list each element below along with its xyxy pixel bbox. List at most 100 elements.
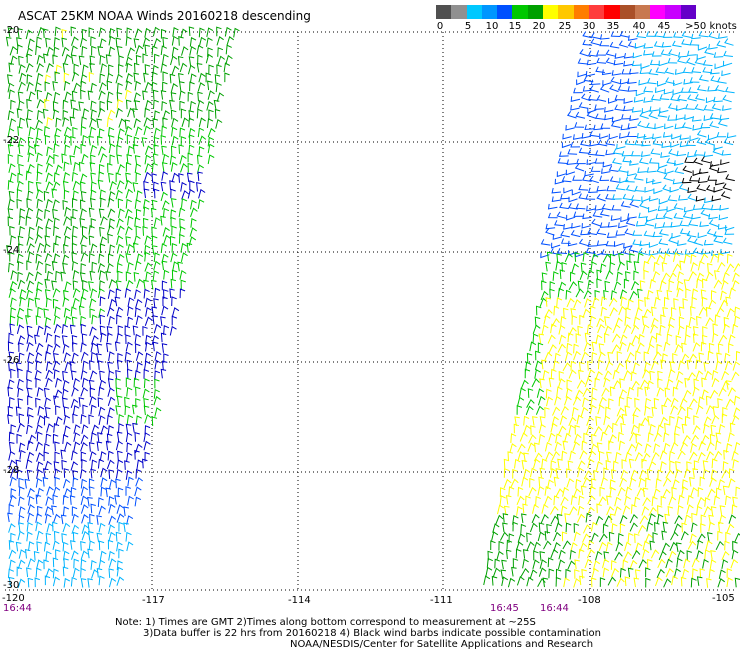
wind-barb (143, 368, 150, 379)
wind-barb (135, 351, 144, 361)
wind-barb (591, 341, 598, 352)
wind-barb (186, 172, 193, 183)
wind-barb (666, 289, 673, 300)
wind-barb (520, 523, 527, 534)
wind-barb (627, 567, 634, 578)
wind-barb (178, 72, 184, 83)
wind-barb (619, 289, 628, 299)
wind-barb (124, 288, 132, 298)
wind-barb (215, 119, 223, 129)
wind-barb (642, 497, 651, 507)
wind-barb (55, 270, 61, 281)
legend-swatch (527, 5, 544, 19)
wind-barb (71, 71, 80, 82)
wind-barb (27, 512, 35, 523)
wind-barb (644, 219, 655, 227)
wind-barb (78, 55, 85, 66)
wind-barb (71, 506, 78, 516)
wind-barb (580, 229, 590, 236)
wind-barb (569, 506, 578, 516)
wind-barb (80, 578, 87, 588)
wind-barb (641, 315, 648, 326)
wind-barb (648, 68, 659, 76)
wind-barb (134, 486, 142, 497)
wind-barb (718, 387, 727, 397)
wind-barb (161, 260, 168, 271)
wind-barb (679, 441, 688, 452)
wind-barb (98, 386, 105, 397)
wind-barb (162, 81, 168, 92)
wind-barb (108, 568, 114, 578)
wind-barb (643, 230, 654, 237)
wind-barb (663, 578, 672, 588)
wind-barb (710, 290, 717, 300)
wind-barb (90, 181, 97, 192)
wind-barb (544, 486, 552, 496)
wind-barb (198, 36, 207, 47)
wind-barb (722, 407, 728, 417)
wind-barb (70, 45, 78, 56)
wind-barb (79, 234, 88, 245)
wind-barb (133, 377, 140, 388)
wind-barb (63, 172, 71, 182)
wind-barb (599, 133, 609, 140)
wind-barb (612, 460, 619, 471)
wind-barb (614, 94, 625, 101)
wind-barb (692, 333, 699, 344)
wind-barb (25, 118, 32, 128)
wind-barb (717, 577, 726, 588)
wind-barb (98, 308, 106, 318)
wind-barb (132, 422, 138, 433)
wind-barb (80, 342, 87, 353)
wind-barb (512, 558, 519, 568)
wind-barb (602, 253, 612, 263)
wind-barb (619, 79, 630, 85)
wind-barb (52, 181, 61, 191)
wind-barb (707, 175, 718, 181)
wind-barb (588, 450, 597, 460)
wind-barb (132, 182, 139, 192)
wind-barb (589, 85, 599, 93)
wind-barb (34, 297, 41, 308)
wind-barb (594, 104, 604, 110)
wind-barb (705, 138, 715, 146)
wind-barb (516, 575, 525, 586)
wind-barb (652, 139, 663, 146)
wind-barb (591, 387, 598, 398)
wind-barb (625, 486, 633, 497)
wind-barb (189, 73, 197, 84)
wind-barb (685, 325, 692, 335)
wind-barb (611, 333, 621, 343)
wind-barb (723, 138, 734, 146)
wind-barb (207, 143, 215, 154)
wind-barb (519, 432, 528, 442)
wind-barb (688, 353, 697, 363)
wind-barb (206, 27, 214, 38)
wind-barb (118, 208, 125, 218)
wind-barb (45, 532, 52, 543)
wind-barb (503, 478, 512, 489)
wind-barb (115, 468, 123, 479)
wind-barb (590, 396, 597, 407)
wind-barb (506, 539, 513, 550)
wind-barb (512, 468, 518, 479)
wind-barb (7, 568, 14, 579)
wind-barb (610, 469, 617, 479)
wind-barb (486, 557, 494, 568)
legend-label: 5 (464, 21, 472, 32)
wind-barb (691, 296, 698, 307)
wind-barb (151, 173, 157, 183)
wind-barb (27, 558, 36, 568)
wind-barb (133, 136, 140, 147)
wind-barb (10, 468, 18, 478)
wind-barb (725, 398, 735, 408)
wind-barb (91, 314, 98, 325)
wind-barb (99, 189, 106, 200)
wind-barb (15, 541, 22, 552)
wind-barb (169, 288, 175, 299)
wind-barb (108, 531, 116, 542)
wind-barb (696, 576, 703, 586)
wind-barb (693, 378, 699, 389)
wind-barb (600, 431, 608, 442)
wind-barb (549, 505, 559, 515)
